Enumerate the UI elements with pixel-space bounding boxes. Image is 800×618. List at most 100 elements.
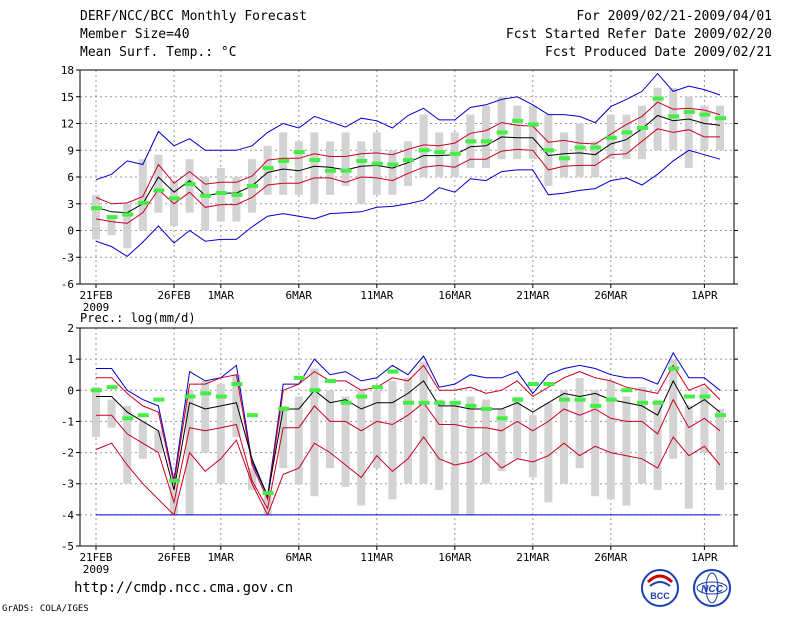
obs-marker [293, 150, 305, 155]
obs-marker [325, 378, 336, 383]
obs-marker [512, 397, 524, 402]
ensemble-box [435, 399, 444, 490]
ensemble-box [684, 405, 693, 509]
ensemble-box [513, 105, 522, 160]
obs-marker [403, 158, 414, 163]
obs-marker [169, 196, 180, 201]
obs-marker [309, 388, 321, 393]
obs-marker [106, 215, 118, 220]
obs-marker [325, 168, 336, 173]
y-tick-label: 6 [67, 171, 74, 184]
ensemble-box [310, 368, 319, 497]
obs-marker [637, 400, 648, 405]
ensemble-box [341, 396, 350, 487]
ensemble-box [341, 132, 350, 186]
obs-marker [309, 158, 321, 163]
obs-marker [465, 139, 477, 144]
refer-date: Fcst Started Refer Date 2009/02/20 [505, 27, 772, 42]
obs-marker [184, 394, 196, 399]
x-tick-label: 6MAR [286, 551, 313, 564]
ensemble-box [263, 496, 272, 515]
y-tick-label: 12 [61, 118, 74, 131]
ensemble-box [622, 396, 631, 506]
obs-marker [652, 96, 664, 101]
obs-marker [262, 491, 274, 496]
ensemble-box [404, 377, 412, 484]
obs-marker [683, 394, 695, 399]
obs-marker [215, 191, 227, 196]
ensemble-box [154, 430, 163, 453]
ensemble-box [92, 194, 100, 240]
obs-marker [153, 188, 165, 193]
obs-marker [668, 366, 680, 371]
x-tick-label: 16MAR [438, 289, 471, 302]
ensemble-box [606, 380, 615, 500]
obs-marker [715, 116, 726, 121]
ensemble-box [435, 132, 444, 177]
obs-marker [247, 183, 258, 188]
obs-marker [434, 150, 446, 155]
x-tick-label: 1APR [691, 551, 718, 564]
x-tick-label: 11MAR [360, 289, 393, 302]
obs-marker [621, 130, 633, 135]
ensemble-box [419, 114, 428, 177]
obs-marker [356, 394, 368, 399]
x-tick-label: 1MAR [208, 289, 235, 302]
x-tick-label: 26FEB [157, 289, 190, 302]
ensemble-box [310, 132, 319, 204]
obs-marker [122, 212, 134, 217]
x-tick-label: 26MAR [594, 289, 627, 302]
y-tick-label: 3 [67, 198, 74, 211]
obs-marker [200, 391, 212, 396]
header-right: For 2009/02/21-2009/04/01 Fcst Started Re… [506, 8, 772, 62]
max-line [95, 72, 721, 181]
ensemble-box [404, 141, 412, 186]
ensemble-box [232, 177, 241, 222]
max-line [96, 351, 721, 498]
obs-marker [559, 397, 570, 402]
y-tick-label: 15 [61, 91, 74, 104]
ensemble-box [123, 203, 132, 249]
ensemble-box [638, 105, 646, 160]
ensemble-box [107, 217, 116, 235]
obs-marker [574, 145, 586, 150]
ensemble-box [216, 384, 225, 484]
lower-spread-line [95, 128, 720, 224]
obs-marker [496, 416, 508, 421]
ensemble-box [154, 154, 163, 213]
ensemble-box [107, 399, 116, 428]
ensemble-box [622, 114, 631, 160]
logos: BCC NCC [641, 569, 731, 607]
obs-marker [91, 206, 102, 211]
ensemble-box [466, 396, 475, 515]
y-tick-label: 0 [67, 384, 74, 397]
obs-marker [231, 192, 243, 197]
x-tick-label: 6MAR [286, 289, 313, 302]
obs-marker [200, 193, 212, 198]
forecast-period: For 2009/02/21-2009/04/01 [576, 9, 772, 24]
ensemble-box [700, 387, 709, 453]
ensemble-box [419, 362, 428, 484]
x-tick-label: 1MAR [208, 551, 235, 564]
ensemble-box [279, 132, 288, 195]
ensemble-box [560, 132, 568, 177]
bcc-logo: BCC [641, 569, 679, 607]
obs-marker [340, 168, 352, 173]
obs-marker [449, 400, 461, 405]
obs-marker [184, 182, 196, 187]
obs-marker [605, 397, 617, 402]
obs-marker [699, 394, 711, 399]
y-tick-label: 18 [61, 64, 74, 77]
ncc-logo-text: NCC [701, 584, 723, 595]
year-label: 2009 [83, 301, 110, 314]
obs-marker [371, 385, 383, 390]
obs-marker [527, 382, 539, 387]
obs-marker [699, 112, 711, 117]
ensemble-box [638, 387, 646, 484]
y-tick-label: 2 [67, 322, 74, 335]
obs-marker [590, 403, 602, 408]
produced-date: Fcst Produced Date 2009/02/21 [545, 45, 772, 60]
obs-marker [434, 400, 446, 405]
source-url[interactable]: http://cmdp.ncc.cma.gov.cn [74, 580, 294, 596]
